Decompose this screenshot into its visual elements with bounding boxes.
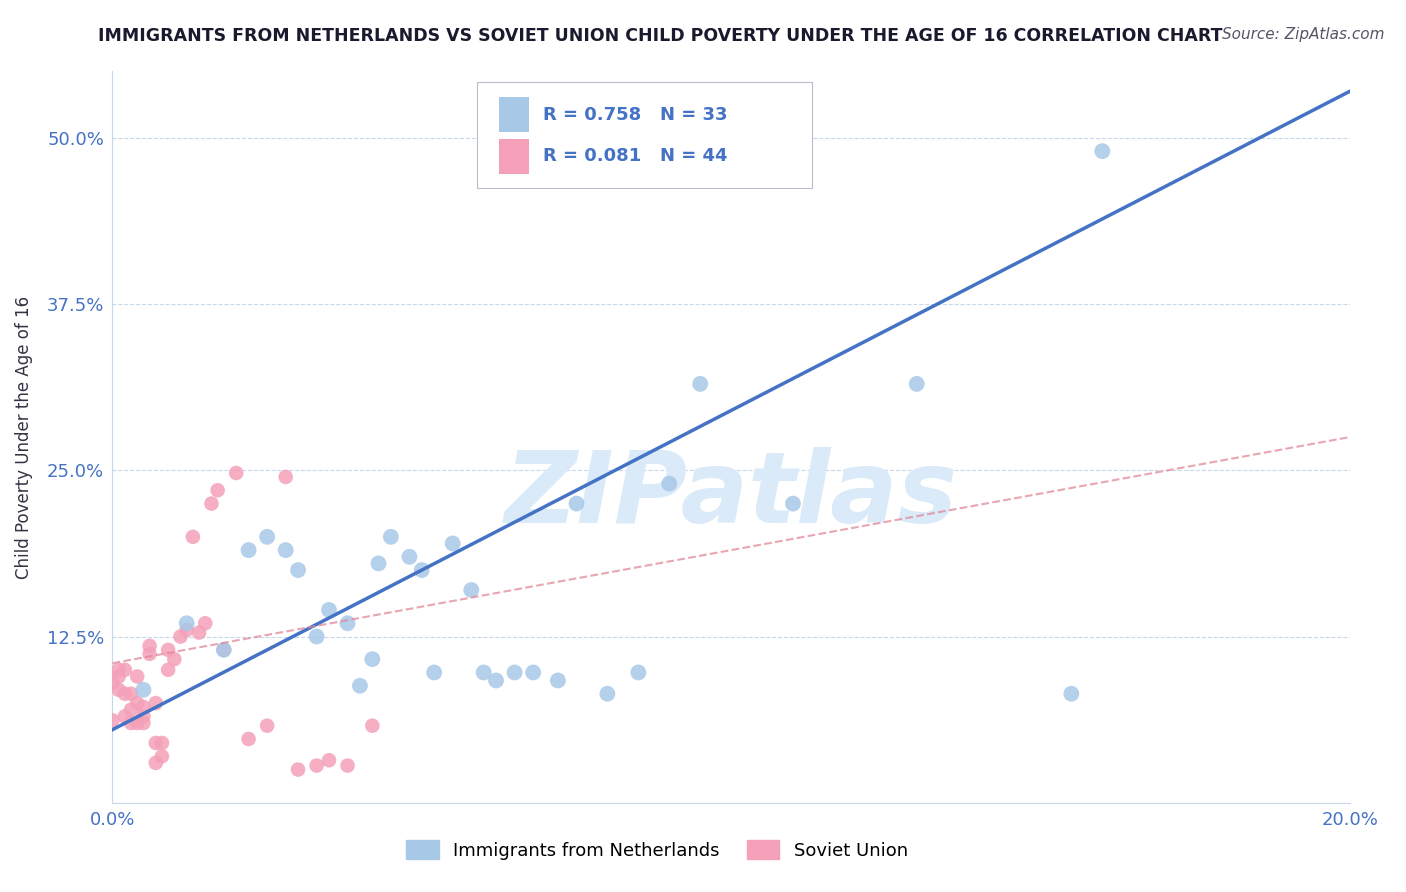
Point xyxy=(256,530,278,544)
Point xyxy=(120,716,142,731)
Point xyxy=(138,647,160,661)
FancyBboxPatch shape xyxy=(499,138,530,174)
FancyBboxPatch shape xyxy=(499,97,530,132)
Point xyxy=(256,719,278,733)
Point xyxy=(120,687,142,701)
Point xyxy=(485,673,508,688)
FancyBboxPatch shape xyxy=(478,82,811,188)
Point xyxy=(565,497,588,511)
Point xyxy=(336,758,359,772)
Point xyxy=(107,669,129,683)
Point xyxy=(238,543,260,558)
Point xyxy=(782,497,804,511)
Point xyxy=(318,603,340,617)
Point xyxy=(145,696,167,710)
Point xyxy=(336,616,359,631)
Point xyxy=(361,719,384,733)
Point xyxy=(423,665,446,680)
Text: R = 0.758   N = 33: R = 0.758 N = 33 xyxy=(543,105,727,123)
Point xyxy=(460,582,482,597)
Point xyxy=(225,466,247,480)
Legend: Immigrants from Netherlands, Soviet Union: Immigrants from Netherlands, Soviet Unio… xyxy=(399,833,915,867)
Point xyxy=(138,639,160,653)
Point xyxy=(132,709,155,723)
Text: Source: ZipAtlas.com: Source: ZipAtlas.com xyxy=(1222,27,1385,42)
Point xyxy=(503,665,526,680)
Point xyxy=(169,630,191,644)
Point xyxy=(101,676,124,690)
Y-axis label: Child Poverty Under the Age of 16: Child Poverty Under the Age of 16 xyxy=(15,295,32,579)
Point xyxy=(627,665,650,680)
Point xyxy=(658,476,681,491)
Point xyxy=(132,682,155,697)
Point xyxy=(127,716,149,731)
Point xyxy=(367,557,389,571)
Point xyxy=(163,652,186,666)
Point xyxy=(238,731,260,746)
Point xyxy=(107,682,129,697)
Point xyxy=(176,616,198,631)
Point xyxy=(132,716,155,731)
Point xyxy=(305,758,328,772)
Point xyxy=(120,703,142,717)
Point xyxy=(188,625,211,640)
Point xyxy=(274,543,297,558)
Point xyxy=(101,714,124,728)
Point xyxy=(596,687,619,701)
Point xyxy=(905,376,928,391)
Point xyxy=(145,756,167,770)
Point xyxy=(200,497,222,511)
Point xyxy=(150,749,173,764)
Point xyxy=(127,669,149,683)
Point xyxy=(145,736,167,750)
Point xyxy=(212,643,235,657)
Point xyxy=(305,630,328,644)
Point xyxy=(176,623,198,637)
Point xyxy=(472,665,495,680)
Text: R = 0.081   N = 44: R = 0.081 N = 44 xyxy=(543,147,727,165)
Point xyxy=(1060,687,1083,701)
Point xyxy=(441,536,464,550)
Point xyxy=(194,616,217,631)
Point xyxy=(380,530,402,544)
Text: IMMIGRANTS FROM NETHERLANDS VS SOVIET UNION CHILD POVERTY UNDER THE AGE OF 16 CO: IMMIGRANTS FROM NETHERLANDS VS SOVIET UN… xyxy=(98,27,1223,45)
Point xyxy=(207,483,229,498)
Point xyxy=(114,687,136,701)
Point xyxy=(274,470,297,484)
Point xyxy=(522,665,544,680)
Text: ZIPatlas: ZIPatlas xyxy=(505,447,957,544)
Point xyxy=(157,643,180,657)
Point xyxy=(547,673,569,688)
Point xyxy=(1091,144,1114,158)
Point xyxy=(361,652,384,666)
Point xyxy=(287,763,309,777)
Point xyxy=(318,753,340,767)
Point xyxy=(132,700,155,714)
Point xyxy=(689,376,711,391)
Point xyxy=(349,679,371,693)
Point xyxy=(150,736,173,750)
Point xyxy=(287,563,309,577)
Point xyxy=(114,709,136,723)
Point xyxy=(114,663,136,677)
Point xyxy=(127,696,149,710)
Point xyxy=(212,643,235,657)
Point xyxy=(107,663,129,677)
Point xyxy=(181,530,204,544)
Point xyxy=(411,563,433,577)
Point xyxy=(157,663,180,677)
Point xyxy=(398,549,420,564)
